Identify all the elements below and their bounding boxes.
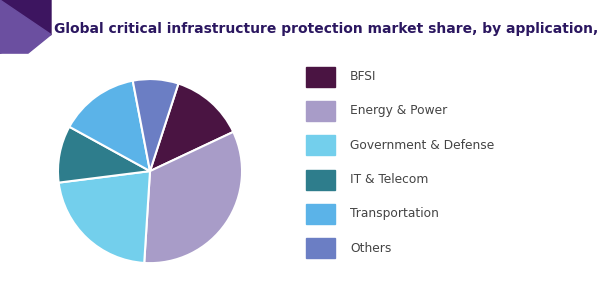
Wedge shape bbox=[133, 79, 178, 171]
Wedge shape bbox=[59, 171, 150, 263]
Text: Others: Others bbox=[350, 242, 391, 255]
Wedge shape bbox=[58, 127, 150, 183]
Bar bbox=[306, 101, 335, 121]
Polygon shape bbox=[0, 0, 51, 53]
Wedge shape bbox=[144, 132, 242, 263]
Bar bbox=[306, 238, 335, 258]
Text: Government & Defense: Government & Defense bbox=[350, 139, 494, 152]
Text: Transportation: Transportation bbox=[350, 207, 439, 220]
Text: BFSI: BFSI bbox=[350, 70, 376, 83]
Bar bbox=[306, 67, 335, 87]
Bar bbox=[306, 135, 335, 155]
Bar bbox=[306, 170, 335, 189]
Bar bbox=[306, 204, 335, 224]
Text: IT & Telecom: IT & Telecom bbox=[350, 173, 428, 186]
Text: Global critical infrastructure protection market share, by application, 2016 (%): Global critical infrastructure protectio… bbox=[54, 22, 600, 37]
Polygon shape bbox=[0, 0, 51, 53]
Wedge shape bbox=[70, 81, 150, 171]
Wedge shape bbox=[150, 83, 233, 171]
Text: Energy & Power: Energy & Power bbox=[350, 104, 447, 117]
